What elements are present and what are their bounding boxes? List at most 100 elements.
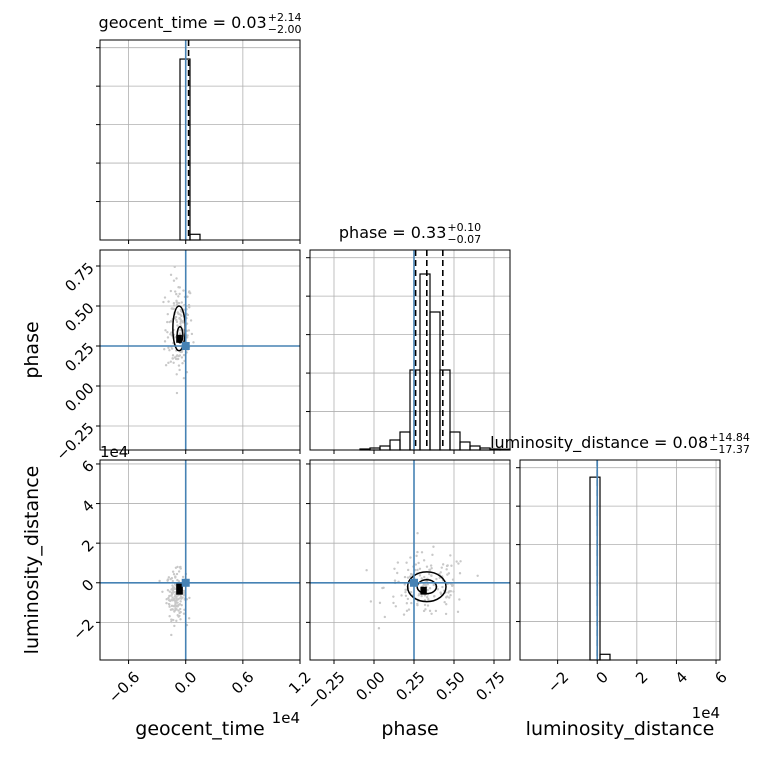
sample-point bbox=[163, 348, 166, 351]
sample-point bbox=[186, 295, 189, 298]
sample-point bbox=[430, 567, 433, 570]
sample-point bbox=[181, 362, 184, 365]
sample-point bbox=[176, 601, 179, 604]
sample-point bbox=[187, 329, 191, 332]
hist-bar-geocent_time-9 bbox=[189, 233, 201, 241]
sample-point bbox=[420, 551, 424, 554]
sample-point bbox=[174, 290, 177, 293]
sample-point bbox=[449, 554, 452, 557]
sample-point bbox=[171, 584, 174, 587]
sample-point bbox=[177, 570, 181, 573]
hist-bar-phase-8 bbox=[389, 439, 401, 451]
sample-point bbox=[404, 590, 407, 594]
sample-point bbox=[176, 354, 179, 357]
sample-point bbox=[168, 320, 171, 324]
contour-luminosity_distance_vs_phase-0 bbox=[406, 571, 447, 603]
sample-point bbox=[167, 346, 170, 350]
sample-point bbox=[167, 361, 170, 365]
sample-point bbox=[392, 595, 395, 598]
sample-point bbox=[417, 561, 420, 565]
sample-point bbox=[436, 588, 440, 591]
sample-point bbox=[164, 364, 168, 367]
sample-point bbox=[435, 577, 438, 581]
sample-point bbox=[418, 567, 422, 570]
sample-point bbox=[172, 304, 176, 307]
sample-point bbox=[430, 574, 433, 578]
sample-point bbox=[403, 583, 406, 586]
sample-point bbox=[430, 612, 433, 615]
sample-point bbox=[176, 357, 180, 361]
sample-point bbox=[423, 583, 426, 587]
sample-point bbox=[175, 572, 179, 576]
y-tick-label-phase-3: 0.50 bbox=[61, 299, 97, 335]
panel-frame-1-0 bbox=[99, 249, 301, 451]
sample-point bbox=[446, 595, 449, 598]
sample-point bbox=[175, 277, 178, 280]
sample-point bbox=[170, 618, 173, 621]
sample-point bbox=[168, 348, 171, 352]
sample-point bbox=[175, 619, 178, 623]
density-core-luminosity_distance_vs_geocent_time bbox=[176, 582, 183, 595]
sample-point bbox=[476, 574, 479, 578]
sample-point bbox=[450, 564, 453, 567]
sample-point bbox=[418, 574, 422, 577]
sample-point bbox=[178, 368, 181, 372]
sample-point bbox=[171, 570, 175, 573]
sample-point bbox=[165, 598, 168, 601]
sample-point bbox=[179, 600, 182, 603]
x-tick-label-geocent_time-0: −0.6 bbox=[105, 668, 143, 706]
sample-point bbox=[416, 550, 419, 554]
density-core-phase_vs_geocent_time bbox=[176, 334, 182, 343]
sample-point bbox=[446, 573, 449, 576]
truth-marker-luminosity_distance_vs_geocent_time bbox=[181, 578, 190, 587]
sample-point bbox=[428, 572, 431, 576]
sample-point bbox=[180, 309, 183, 313]
sample-point bbox=[420, 594, 423, 598]
sample-point bbox=[443, 600, 446, 604]
sample-point bbox=[431, 553, 434, 557]
sample-point bbox=[182, 376, 186, 380]
hist-bar-phase-14 bbox=[449, 431, 461, 451]
sample-point bbox=[175, 599, 178, 602]
sample-point bbox=[178, 354, 182, 357]
sample-point bbox=[418, 592, 421, 595]
title-plus-phase: +0.10 bbox=[447, 221, 481, 234]
sample-point bbox=[177, 615, 180, 618]
x-tick-label-geocent_time-1: 0.0 bbox=[171, 668, 201, 698]
sample-point bbox=[426, 583, 429, 586]
sample-point bbox=[186, 313, 190, 317]
panel-frame-1-1 bbox=[309, 249, 511, 451]
sample-point bbox=[426, 604, 430, 607]
sample-point bbox=[192, 341, 195, 344]
y-tick-label-phase-2: 0.25 bbox=[61, 339, 97, 375]
title-minus-phase: −0.07 bbox=[447, 233, 481, 246]
sample-point bbox=[182, 353, 186, 357]
sample-point bbox=[177, 609, 180, 612]
sample-point bbox=[179, 320, 183, 323]
sample-point bbox=[448, 596, 451, 599]
sample-point bbox=[394, 605, 398, 608]
sample-point bbox=[458, 572, 462, 575]
x-axis-label-luminosity_distance: luminosity_distance bbox=[526, 718, 715, 740]
sample-point bbox=[422, 609, 426, 613]
sample-point bbox=[415, 554, 418, 558]
sample-point bbox=[167, 598, 171, 602]
title-plus-luminosity_distance: +14.84 bbox=[709, 431, 750, 444]
sample-point bbox=[175, 391, 179, 395]
hist-bar-phase-11 bbox=[419, 273, 431, 451]
sample-point bbox=[174, 607, 177, 610]
sample-point bbox=[178, 292, 181, 296]
sample-point bbox=[173, 610, 176, 613]
sample-point bbox=[169, 360, 173, 363]
sample-point bbox=[393, 567, 396, 570]
sample-point bbox=[444, 612, 448, 616]
sample-point bbox=[425, 565, 429, 568]
sample-point bbox=[173, 624, 176, 628]
hist-bar-phase-15 bbox=[459, 441, 471, 451]
sample-point bbox=[172, 605, 176, 608]
sample-point bbox=[404, 594, 408, 598]
sample-point bbox=[168, 614, 171, 618]
sample-point bbox=[179, 322, 182, 325]
x-tick-label-phase-2: 0.25 bbox=[392, 668, 428, 704]
sample-point bbox=[447, 591, 450, 594]
